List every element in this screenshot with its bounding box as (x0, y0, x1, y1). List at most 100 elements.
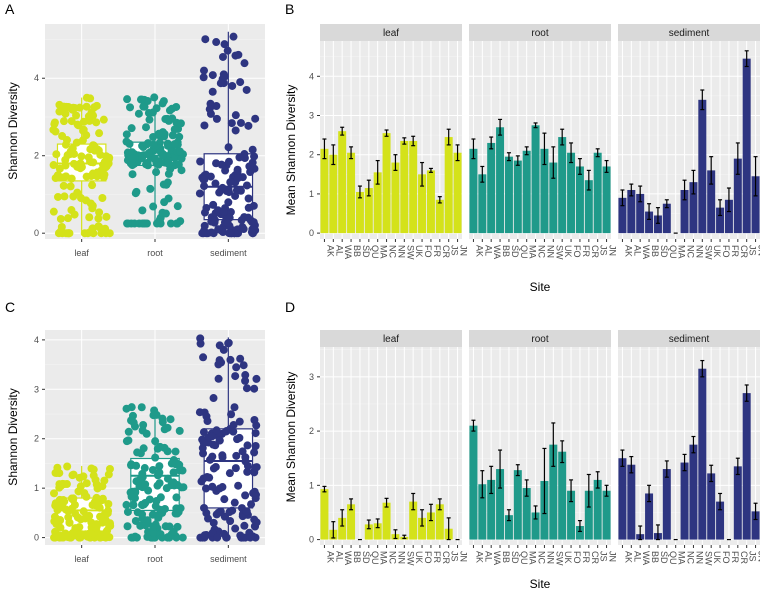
point-root (166, 219, 175, 228)
point-sediment (200, 503, 209, 512)
point-sediment (231, 126, 240, 135)
x-tick-label-d-root-JS: JS (599, 551, 609, 562)
point-sediment (251, 463, 260, 472)
point-sediment (240, 59, 249, 68)
x-tick-label-b-sediment-FR: FR (730, 245, 740, 257)
bar-d-root-SW (549, 444, 558, 540)
point-sediment (231, 524, 240, 533)
point-root (139, 142, 148, 151)
point-leaf (61, 155, 70, 164)
x-tick-label-b-sediment-NN: NN (694, 245, 704, 258)
point-leaf (98, 494, 107, 503)
point-leaf (77, 152, 86, 161)
point-sediment (235, 153, 244, 162)
point-leaf (81, 514, 90, 523)
x-tick-label-b-sediment-AK: AK (623, 245, 633, 257)
bar-b-root-WA (487, 142, 496, 234)
point-sediment (199, 175, 208, 184)
bar-b-leaf-NC (382, 133, 391, 234)
x-tick-label-b-leaf-FO: FO (423, 245, 433, 258)
strip-label-d-sediment: sediment (669, 334, 710, 345)
point-sediment (236, 118, 245, 127)
point-leaf (51, 174, 60, 183)
point-sediment (220, 72, 229, 81)
bar-b-sediment-BB (645, 211, 654, 234)
x-tick-label-d-sediment-JS: JS (748, 551, 758, 562)
bar-b-leaf-FO (418, 174, 427, 234)
point-leaf (60, 192, 69, 201)
point-root (175, 132, 184, 141)
bar-d-root-QU (513, 470, 522, 540)
y-tick-label-b: 3 (309, 110, 314, 120)
point-root (158, 151, 167, 160)
point-root (138, 154, 147, 163)
point-root (135, 476, 144, 485)
point-sediment (227, 410, 236, 419)
point-leaf (97, 229, 106, 238)
strip-d-leaf (320, 330, 462, 347)
point-root (128, 170, 137, 179)
y-tick-label-c: 2 (34, 434, 39, 444)
point-sediment (231, 51, 240, 60)
bar-b-sediment-SW (698, 99, 707, 234)
point-leaf (88, 181, 97, 190)
point-sediment (212, 426, 221, 435)
point-sediment (215, 484, 224, 493)
panel-label-a: A (5, 1, 15, 17)
point-leaf (61, 109, 70, 118)
x-tick-label-b-root-CR: CR (590, 245, 600, 258)
point-leaf (67, 117, 76, 126)
x-tick-label-d-leaf-CR: CR (441, 551, 451, 564)
y-tick-label-c: 4 (34, 335, 39, 345)
x-tick-label-b-root-FO: FO (572, 245, 582, 258)
point-sediment (243, 441, 252, 450)
x-tick-label-d-leaf-NN: NN (396, 551, 406, 564)
bar-d-leaf-UK (409, 501, 418, 540)
point-sediment (236, 531, 245, 540)
x-tick-label-d-sediment-MA: MA (677, 551, 687, 565)
point-leaf (50, 517, 59, 526)
point-root (173, 509, 182, 518)
point-sediment (215, 436, 224, 445)
y-axis-title-b: Mean Shannon Diversity (284, 85, 298, 216)
bar-d-leaf-WA (338, 517, 347, 540)
x-tick-label-b-leaf-WA: WA (343, 245, 353, 259)
point-leaf (89, 471, 98, 480)
point-root (158, 418, 167, 427)
point-sediment (237, 216, 246, 225)
y-tick-label-d: 0 (309, 535, 314, 545)
point-root (145, 115, 154, 124)
x-tick-label-d-root-WA: WA (492, 551, 502, 565)
x-tick-label-d-leaf-QU: QU (370, 551, 380, 565)
point-root (132, 187, 141, 196)
x-tick-label-b-root-AL: AL (483, 245, 493, 256)
point-leaf (66, 182, 75, 191)
point-root (160, 504, 169, 513)
point-root (139, 420, 148, 429)
point-root (149, 140, 158, 149)
x-tick-label-d-leaf-FO: FO (423, 551, 433, 564)
point-root (142, 160, 151, 169)
point-sediment (228, 81, 237, 90)
y-tick-label-b: 1 (309, 189, 314, 199)
bar-b-root-NN (540, 148, 549, 234)
point-sediment (205, 105, 214, 114)
bar-d-sediment-CR (733, 466, 742, 540)
x-tick-label-d-leaf-AK: AK (325, 551, 335, 563)
point-leaf (105, 464, 114, 473)
point-sediment (212, 38, 221, 47)
point-sediment (215, 341, 224, 350)
point-root (164, 194, 173, 203)
bar-b-sediment-FO (716, 207, 725, 234)
point-sediment (244, 121, 253, 130)
x-tick-label-b-sediment-UK: UK (712, 245, 722, 258)
point-leaf (63, 214, 72, 223)
point-root (152, 104, 161, 113)
x-tick-label-b-leaf-UK: UK (414, 245, 424, 258)
x-tick-label-d-root-CR: CR (590, 551, 600, 564)
point-sediment (209, 440, 218, 449)
x-tick-label-d-root-FR: FR (581, 551, 591, 563)
point-leaf (49, 161, 58, 170)
x-tick-label-d-root-FO: FO (572, 551, 582, 564)
point-sediment (224, 338, 233, 347)
